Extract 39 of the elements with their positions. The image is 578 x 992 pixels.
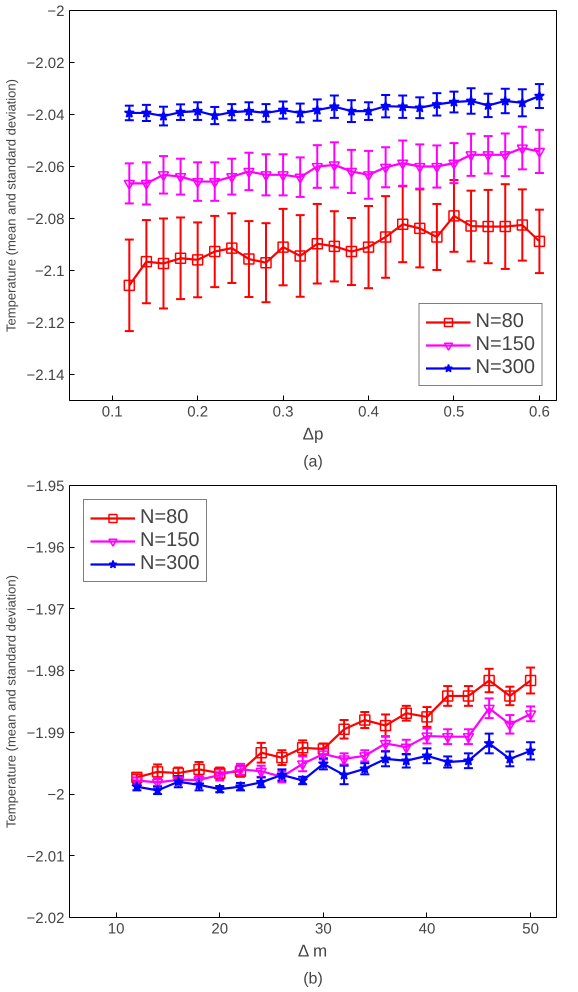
y-tick-label: −1.99 (26, 724, 65, 742)
x-tick-label: 50 (522, 920, 539, 938)
x-tick-label: 0.1 (102, 404, 123, 420)
y-tick-label: −1.95 (26, 478, 65, 495)
x-tick-label: 0.5 (444, 404, 464, 420)
x-tick-label: 40 (418, 920, 436, 938)
y-tick-label: −2.02 (26, 910, 65, 927)
x-axis-title: Δp (302, 424, 324, 444)
legend-label: N=300 (476, 356, 535, 379)
y-tick-label: −2.02 (26, 55, 65, 72)
y-tick-label: −2.01 (26, 848, 65, 866)
y-tick-label: −2.08 (26, 211, 65, 228)
y-tick-label: −2.1 (34, 263, 65, 280)
y-tick-label: −1.98 (26, 663, 65, 680)
y-axis-title: Temperature (mean and standard deviation) (4, 575, 19, 828)
x-tick-label: 0.4 (358, 404, 379, 420)
y-tick-label: −2.14 (26, 367, 65, 384)
x-axis-title: Δ m (298, 942, 328, 960)
legend-label: N=150 (476, 333, 535, 356)
text: (a) (303, 454, 323, 470)
legend-label: N=80 (476, 310, 524, 333)
y-tick-label: −2 (47, 786, 65, 804)
x-tick-label: 20 (211, 920, 228, 938)
x-tick-label: 0.2 (187, 404, 208, 420)
text: (b) (303, 970, 323, 988)
legend-label: N=80 (140, 506, 188, 529)
y-tick-label: −1.96 (26, 540, 65, 557)
x-tick-label: 30 (315, 920, 332, 938)
y-tick-label: −1.97 (26, 601, 65, 618)
legend-label: N=150 (140, 529, 200, 552)
x-tick-label: 0.6 (528, 404, 550, 420)
x-tick-label: 10 (108, 920, 124, 938)
y-axis-title: Temperature (mean and standard deviation) (4, 79, 19, 332)
y-tick-label: −2.12 (26, 315, 65, 332)
x-tick-label: 0.3 (272, 404, 294, 420)
y-tick-label: −2.06 (26, 159, 65, 176)
y-tick-label: −2.04 (26, 107, 65, 124)
legend-label: N=300 (140, 552, 200, 575)
y-tick-label: −2 (47, 3, 65, 20)
